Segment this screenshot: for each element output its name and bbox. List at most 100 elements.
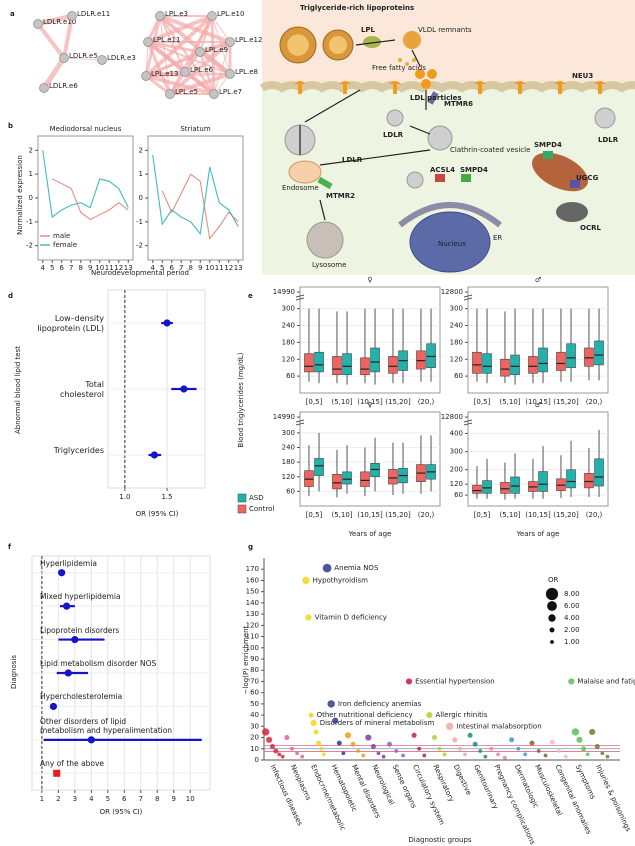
point — [467, 732, 473, 738]
box — [584, 347, 594, 367]
ldl-particle — [415, 69, 425, 79]
node-label: LPL.e11 — [153, 36, 180, 44]
series-line — [161, 173, 239, 240]
y-tick-label: 1 — [139, 170, 143, 178]
y-tick-label: 150 — [246, 588, 259, 596]
box — [566, 343, 576, 368]
point — [463, 752, 467, 757]
box — [538, 471, 548, 492]
box — [510, 354, 520, 376]
receptor — [518, 84, 522, 94]
x-tick-label: 9 — [88, 264, 92, 272]
point — [401, 753, 405, 758]
y-tick-label: 14990 — [273, 288, 295, 296]
x-tick-label: 11 — [215, 264, 224, 272]
mtmr2 — [317, 176, 333, 190]
membrane — [259, 81, 635, 93]
y-tick-label: 10 — [250, 745, 259, 753]
point — [302, 576, 310, 585]
point — [576, 736, 583, 743]
x-tick-label: 4 — [41, 264, 46, 272]
point — [509, 737, 515, 743]
point — [319, 746, 324, 751]
point — [313, 729, 319, 735]
er — [398, 202, 502, 228]
size-legend-mark — [547, 601, 557, 611]
point — [496, 752, 500, 757]
network-node — [225, 69, 235, 79]
arrow — [304, 89, 361, 123]
node-label: LPL.e9 — [205, 46, 228, 54]
point — [295, 751, 299, 756]
y-tick-label: 240 — [450, 322, 463, 330]
golgi — [556, 202, 588, 222]
box — [360, 471, 370, 487]
y-tick-label: 1 — [29, 170, 33, 178]
box — [332, 356, 342, 376]
y-tick-label: 0 — [139, 194, 143, 202]
arrow — [355, 39, 396, 46]
size-legend-mark — [549, 627, 555, 633]
arrow — [409, 125, 431, 135]
y-tick-label: 240 — [282, 444, 295, 452]
point — [431, 735, 437, 741]
network-node — [67, 11, 77, 21]
panel-title: Striatum — [180, 125, 210, 133]
box — [314, 458, 324, 476]
receptor-head — [294, 81, 306, 84]
x-axis-label: Neurodevelopmental period — [91, 269, 189, 277]
point — [284, 735, 290, 741]
point — [273, 748, 279, 754]
legend-label: female — [53, 241, 77, 249]
size-legend-mark — [550, 640, 554, 644]
y-tick-label: 180 — [450, 338, 463, 346]
point — [536, 749, 541, 753]
point — [446, 722, 454, 731]
axis-break — [295, 419, 305, 426]
plot-frame — [467, 286, 609, 394]
y-tick-label: 30 — [250, 722, 259, 730]
x-tick-label: 7 — [179, 264, 183, 272]
pathway-label: SMPD4 — [534, 141, 562, 149]
x-tick-label: (10,15] — [525, 398, 551, 406]
y-tick-label: 130 — [246, 610, 259, 618]
point — [316, 740, 322, 746]
x-tick-label: 12 — [224, 264, 233, 272]
legend-swatch — [237, 493, 247, 503]
arrow — [319, 199, 326, 221]
y-tick-label: 60 — [250, 689, 259, 697]
x-tick-label: 1.0 — [119, 493, 130, 501]
box — [360, 357, 370, 376]
point — [308, 712, 314, 718]
y-tick-label: 60 — [286, 487, 295, 495]
vesicle — [427, 125, 453, 151]
nucleus — [409, 211, 491, 273]
point — [305, 614, 312, 621]
y-tick-label: 120 — [282, 473, 295, 481]
panel-label: b — [8, 122, 13, 130]
panel-title: Mediodorsal nucleus — [50, 125, 122, 133]
x-tick-label: (5,10] — [499, 398, 520, 406]
node-label: LPL.e8 — [235, 68, 258, 76]
receptor-head — [514, 81, 526, 84]
pathway-label: UGCG — [576, 174, 599, 182]
pathway-label: ACSL4 — [430, 166, 455, 174]
point — [269, 744, 275, 750]
box — [528, 356, 538, 374]
receptor-head — [594, 81, 606, 84]
y-tick-label: 60 — [454, 491, 463, 499]
panel-label: e — [248, 292, 253, 300]
y-tick-label: -1 — [26, 218, 33, 226]
node-label: LPL.e5 — [175, 88, 198, 96]
point — [581, 746, 587, 752]
point-label: Anemia NOS — [334, 564, 379, 572]
legend-swatch — [237, 504, 247, 514]
point-label: Disorders of mineral metabolism — [320, 719, 435, 727]
category-label: Low–density lipoprotein (LDL) — [37, 314, 104, 333]
y-tick-label: 170 — [246, 565, 259, 573]
network-edge — [145, 41, 149, 77]
y-tick-label: 300 — [450, 305, 463, 313]
y-tick-label: -2 — [26, 242, 33, 250]
